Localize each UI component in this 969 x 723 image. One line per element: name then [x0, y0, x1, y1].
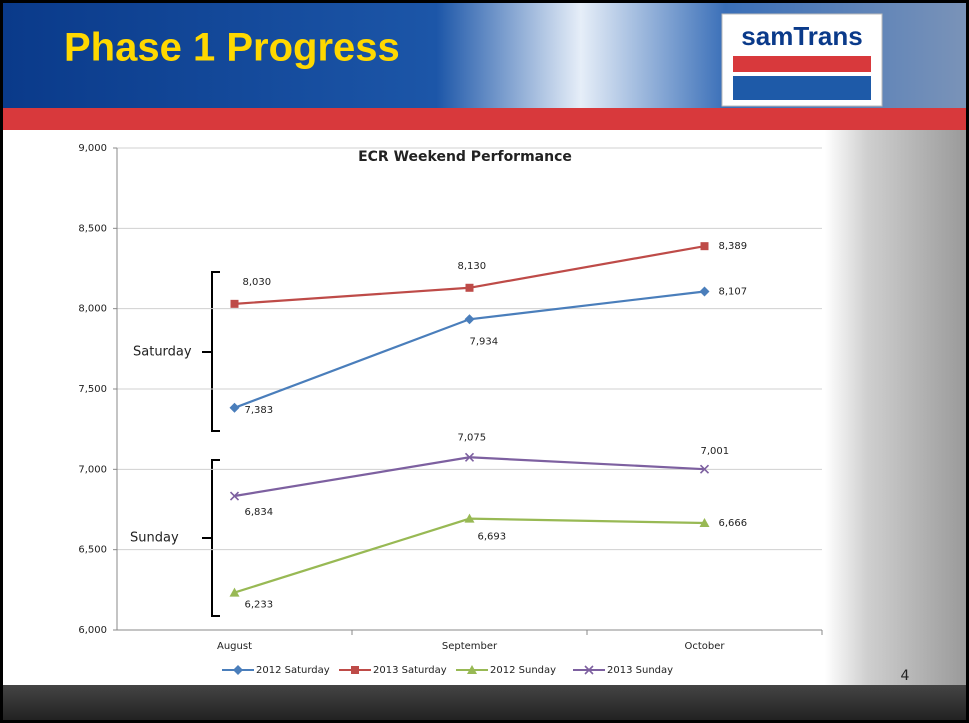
x-tick-label: August [217, 641, 252, 652]
logo-blue [733, 76, 871, 100]
slide: Phase 1 Progress samTrans 4 ECR Weekend … [0, 0, 969, 723]
y-tick-label: 9,000 [78, 143, 107, 154]
footer [3, 685, 966, 720]
side-image [825, 130, 966, 685]
value-label: 7,001 [701, 446, 730, 457]
legend-label: 2013 Saturday [373, 665, 447, 676]
value-label: 6,834 [245, 507, 274, 518]
value-label: 6,693 [478, 532, 507, 543]
x-tick-label: October [684, 641, 725, 652]
y-tick-label: 7,500 [78, 384, 107, 395]
legend-marker [351, 666, 359, 674]
value-label: 7,383 [245, 405, 274, 416]
point [231, 300, 239, 308]
y-tick-label: 8,500 [78, 223, 107, 234]
value-label: 8,130 [458, 261, 487, 272]
value-label: 7,075 [458, 432, 487, 443]
y-tick-label: 7,000 [78, 464, 107, 475]
point [701, 242, 709, 250]
slide-title: Phase 1 Progress [64, 26, 400, 70]
value-label: 8,389 [719, 241, 748, 252]
logo: samTrans [741, 21, 862, 51]
legend-label: 2012 Sunday [490, 665, 556, 676]
logo-red [733, 56, 871, 72]
y-tick-label: 6,500 [78, 545, 107, 556]
annotation: Sunday [130, 531, 179, 546]
red-stripe [3, 108, 966, 130]
chart-title: ECR Weekend Performance [358, 149, 572, 165]
page: Phase 1 Progress samTrans 4 ECR Weekend … [0, 0, 969, 723]
y-tick-label: 8,000 [78, 304, 107, 315]
page-number: 4 [901, 668, 910, 684]
value-label: 7,934 [470, 336, 499, 347]
value-label: 8,107 [719, 286, 748, 297]
value-label: 6,233 [245, 600, 274, 611]
legend-label: 2012 Saturday [256, 665, 330, 676]
x-tick-label: September [442, 641, 498, 652]
value-label: 6,666 [719, 518, 748, 529]
legend-label: 2013 Sunday [607, 665, 673, 676]
value-label: 8,030 [243, 277, 272, 288]
point [466, 284, 474, 292]
y-tick-label: 6,000 [78, 625, 107, 636]
annotation: Saturday [133, 345, 192, 360]
